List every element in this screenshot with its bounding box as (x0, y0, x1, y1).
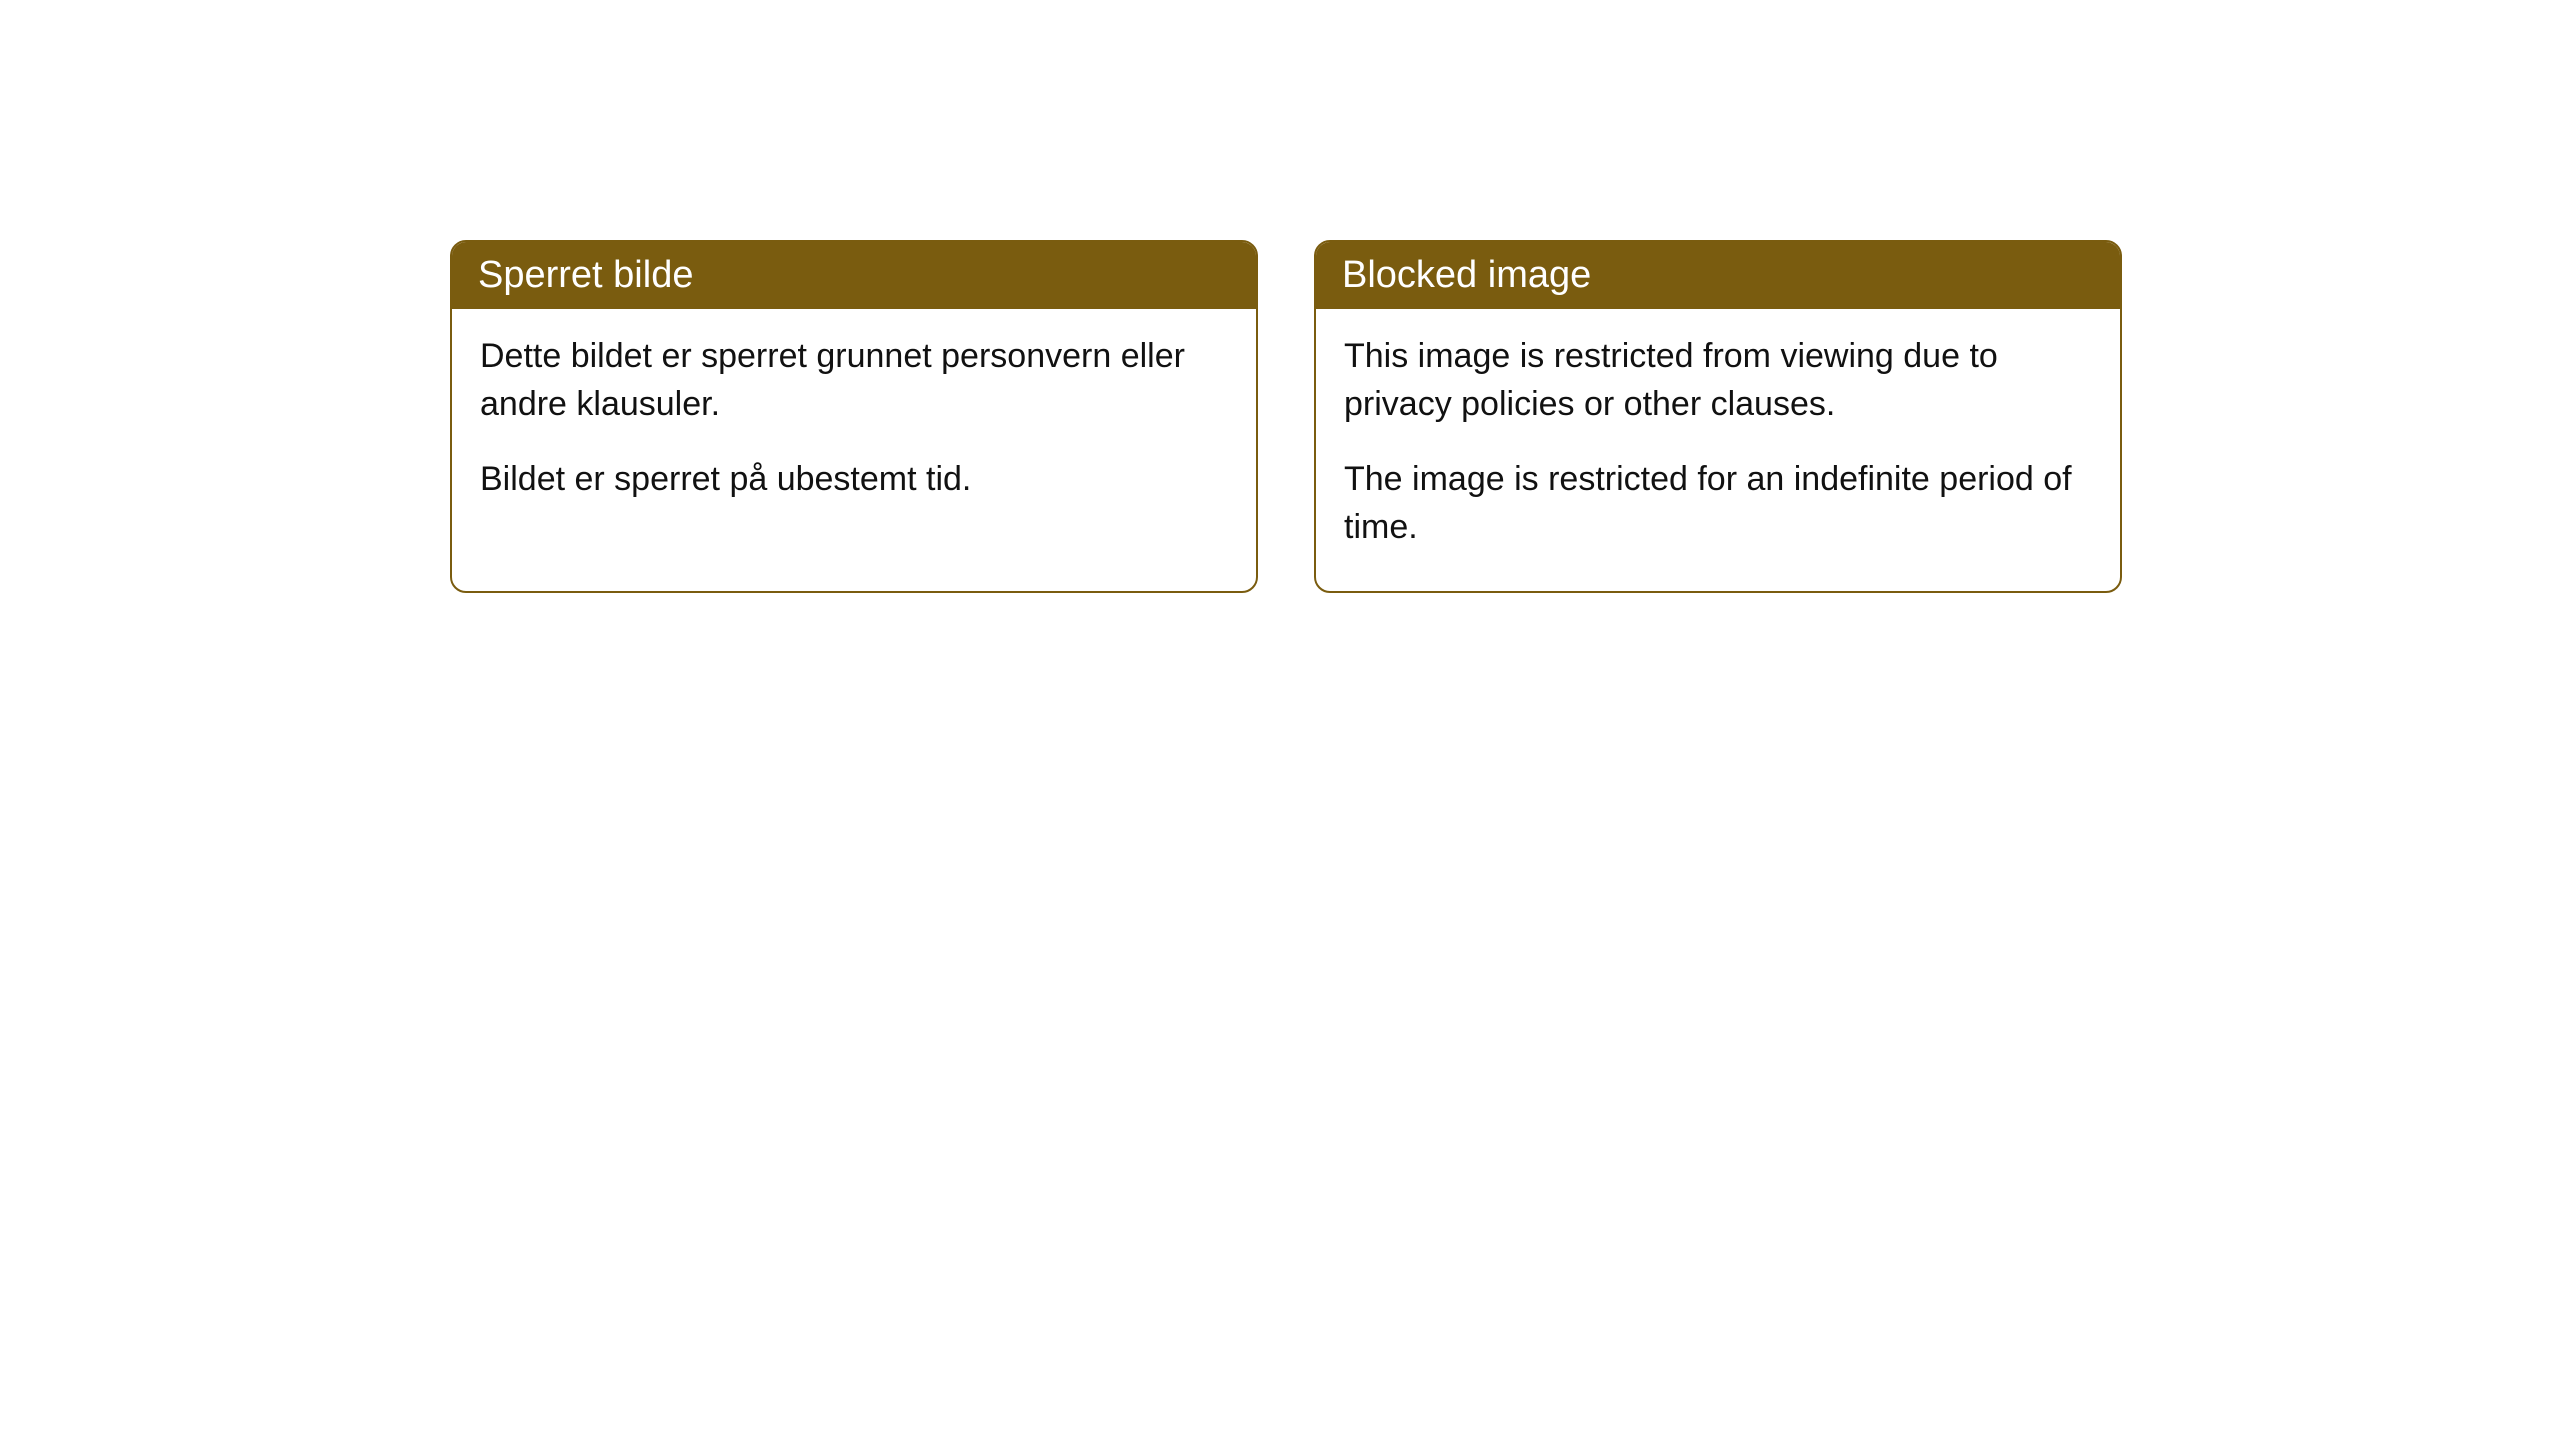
card-header-english: Blocked image (1316, 242, 2120, 309)
card-english: Blocked image This image is restricted f… (1314, 240, 2122, 593)
card-para2-norwegian: Bildet er sperret på ubestemt tid. (480, 456, 1228, 504)
card-para1-norwegian: Dette bildet er sperret grunnet personve… (480, 333, 1228, 428)
cards-container: Sperret bilde Dette bildet er sperret gr… (450, 240, 2122, 593)
card-header-norwegian: Sperret bilde (452, 242, 1256, 309)
card-norwegian: Sperret bilde Dette bildet er sperret gr… (450, 240, 1258, 593)
card-body-english: This image is restricted from viewing du… (1316, 309, 2120, 591)
card-para1-english: This image is restricted from viewing du… (1344, 333, 2092, 428)
card-body-norwegian: Dette bildet er sperret grunnet personve… (452, 309, 1256, 544)
card-para2-english: The image is restricted for an indefinit… (1344, 456, 2092, 551)
